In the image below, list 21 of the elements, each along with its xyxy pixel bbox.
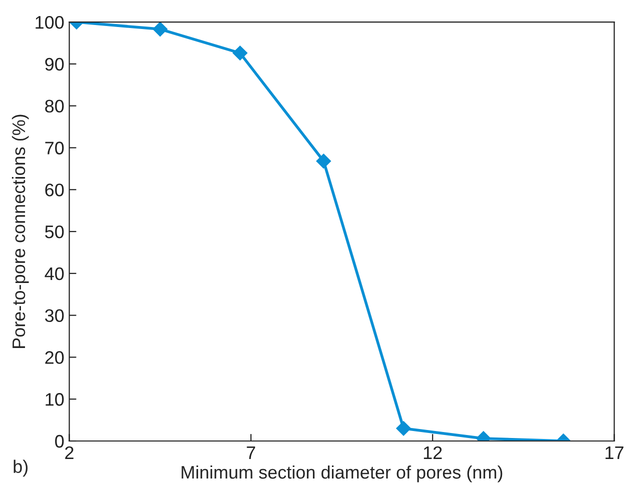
y-tick-label: 90 bbox=[45, 58, 64, 71]
point bbox=[316, 154, 332, 169]
y-tick-label: 60 bbox=[45, 184, 64, 196]
y-tick-label: 0 bbox=[55, 434, 64, 448]
y-tick-label: 40 bbox=[44, 267, 64, 280]
x-axis-title: Minimum section diameter of pores (nm) bbox=[182, 465, 502, 482]
point bbox=[152, 22, 168, 37]
y-tick-label: 50 bbox=[45, 225, 64, 238]
y-axis-title: Pore-to-pore connections (%) bbox=[12, 114, 29, 348]
y-tick-label: 100 bbox=[36, 16, 64, 29]
y-tick-label: 80 bbox=[45, 100, 64, 113]
y-tick-label: 30 bbox=[45, 309, 64, 322]
text: b) bbox=[14, 460, 28, 477]
y-tick-label: 20 bbox=[45, 351, 64, 364]
x-tick-label: 2 bbox=[65, 446, 74, 459]
point bbox=[232, 46, 248, 60]
x-tick-label: 17 bbox=[606, 446, 624, 459]
x-tick-label: 7 bbox=[246, 446, 256, 459]
y-tick-label: 70 bbox=[45, 142, 64, 154]
y-tick-label: 10 bbox=[46, 393, 64, 406]
x-tick-label: 12 bbox=[424, 446, 442, 459]
